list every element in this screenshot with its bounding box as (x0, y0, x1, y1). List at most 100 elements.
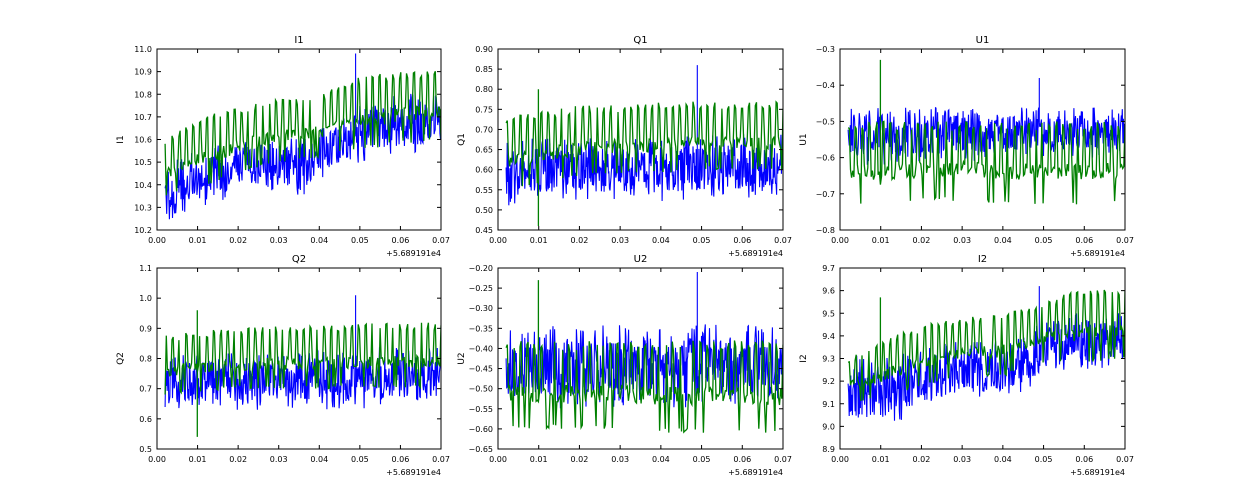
x-tick-label: 0.01 (189, 455, 207, 464)
y-tick-label: 9.5 (822, 309, 835, 318)
x-tick-label: 0.01 (530, 455, 548, 464)
axes-frame (497, 267, 784, 450)
y-tick-label: 0.55 (475, 186, 493, 195)
x-tick-label: 0.04 (310, 236, 328, 245)
x-offset-label: +5.689191e4 (728, 468, 783, 477)
x-tick-label: 0.05 (693, 455, 711, 464)
x-tick-label: 0.03 (953, 236, 971, 245)
y-tick-label: −0.3 (816, 45, 835, 54)
y-tick-label: 9.1 (822, 400, 835, 409)
y-tick-label: −0.20 (468, 264, 493, 273)
y-tick-label: 0.70 (475, 125, 493, 134)
x-tick-label: 0.06 (733, 455, 751, 464)
y-axis-label: Q1 (457, 133, 467, 146)
x-tick-label: 0.06 (1075, 236, 1093, 245)
x-tick-label: 0.05 (1035, 236, 1053, 245)
x-tick-label: 0.00 (831, 455, 849, 464)
y-axis-label: U1 (799, 133, 809, 145)
subplot-q1: 0.00 0.01 0.02 0.03 0.04 0.05 0.06 0.07 0.45 0.50… (457, 35, 792, 258)
subplot-i2: 0.00 0.01 0.02 0.03 0.04 0.05 0.06 0.07 8.9 9.0 9.… (799, 254, 1134, 477)
y-tick-label: 0.85 (475, 65, 493, 74)
y-tick-label: 10.3 (134, 203, 152, 212)
x-tick-label: 0.02 (913, 455, 931, 464)
y-tick-label: 10.8 (134, 90, 152, 99)
subplot-title: Q1 (633, 35, 647, 46)
y-tick-label: 11.0 (134, 45, 152, 54)
subplot-title: U1 (976, 35, 990, 46)
y-tick-label: −0.55 (468, 405, 493, 414)
x-tick-label: 0.01 (872, 236, 890, 245)
x-tick-label: 0.00 (489, 236, 507, 245)
subplot-title: U2 (634, 254, 648, 265)
subplot-title: Q2 (292, 254, 306, 265)
x-tick-label: 0.04 (310, 455, 328, 464)
x-tick-label: 0.07 (1116, 236, 1134, 245)
x-tick-label: 0.07 (774, 236, 792, 245)
series-green-q2 (164, 310, 441, 437)
x-tick-label: 0.02 (571, 236, 589, 245)
y-tick-label: −0.50 (468, 385, 493, 394)
subplot-i1: 0.00 0.01 0.02 0.03 0.04 0.05 0.06 0.07 10.2 10.3… (116, 35, 450, 258)
subplot-title: I2 (978, 254, 987, 265)
y-tick-label: 0.80 (475, 85, 493, 94)
series-green-q1 (505, 89, 783, 226)
x-offset-label: +5.689191e4 (1070, 468, 1125, 477)
x-tick-label: 0.01 (189, 236, 207, 245)
axes-frame (497, 48, 784, 231)
x-tick-label: 0.02 (229, 455, 247, 464)
x-tick-label: 0.03 (611, 455, 629, 464)
x-tick-label: 0.05 (1035, 455, 1053, 464)
x-tick-label: 0.02 (229, 236, 247, 245)
y-tick-label: 10.7 (134, 113, 152, 122)
x-tick-label: 0.03 (270, 236, 288, 245)
y-tick-label: 10.5 (134, 158, 152, 167)
x-tick-label: 0.01 (530, 236, 548, 245)
y-tick-label: 10.4 (134, 181, 152, 190)
y-tick-label: 9.7 (822, 264, 835, 273)
y-tick-label: 9.6 (822, 287, 835, 296)
x-tick-label: 0.00 (148, 236, 166, 245)
x-tick-label: 0.04 (994, 236, 1012, 245)
x-tick-label: 0.06 (1075, 455, 1093, 464)
y-axis-label: U2 (457, 352, 467, 364)
x-tick-label: 0.01 (872, 455, 890, 464)
y-axis-label: Q2 (116, 352, 126, 365)
x-tick-label: 0.07 (774, 455, 792, 464)
x-tick-label: 0.06 (392, 455, 410, 464)
x-tick-label: 0.07 (1116, 455, 1134, 464)
y-tick-label: 0.60 (475, 166, 493, 175)
y-tick-label: −0.5 (816, 117, 835, 126)
y-tick-label: 0.8 (139, 355, 152, 364)
y-tick-label: 9.2 (822, 377, 835, 386)
y-tick-label: 10.6 (134, 136, 152, 145)
y-tick-label: −0.7 (816, 190, 835, 199)
x-tick-label: 0.04 (652, 236, 670, 245)
x-tick-label: 0.00 (148, 455, 166, 464)
x-tick-label: 0.00 (489, 455, 507, 464)
y-tick-label: −0.8 (816, 226, 835, 235)
y-tick-label: −0.60 (468, 425, 493, 434)
y-tick-label: 1.0 (139, 294, 152, 303)
subplot-q2: 0.00 0.01 0.02 0.03 0.04 0.05 0.06 0.07 0.5 0.6 0.… (116, 254, 450, 477)
series-green-u2 (505, 280, 783, 434)
y-tick-label: 0.9 (139, 324, 152, 333)
subplot-u2: 0.00 0.01 0.02 0.03 0.04 0.05 0.06 0.07 −0.65 −0.… (457, 254, 792, 477)
x-tick-label: 0.03 (953, 455, 971, 464)
series-green-u1 (847, 59, 1125, 205)
x-tick-label: 0.06 (392, 236, 410, 245)
y-tick-label: −0.4 (816, 81, 835, 90)
x-tick-label: 0.06 (733, 236, 751, 245)
y-tick-label: 8.9 (822, 445, 835, 454)
x-tick-label: 0.04 (994, 455, 1012, 464)
y-tick-label: −0.30 (468, 304, 493, 313)
series-blue-u2 (505, 272, 783, 409)
x-tick-label: 0.02 (571, 455, 589, 464)
y-tick-label: 9.0 (822, 422, 835, 431)
x-tick-label: 0.00 (831, 236, 849, 245)
y-tick-label: 0.75 (475, 105, 493, 114)
x-tick-label: 0.07 (432, 236, 450, 245)
y-tick-label: −0.6 (816, 154, 835, 163)
y-tick-label: 0.65 (475, 146, 493, 155)
y-tick-label: 9.4 (822, 332, 835, 341)
axes-frame (839, 48, 1126, 231)
